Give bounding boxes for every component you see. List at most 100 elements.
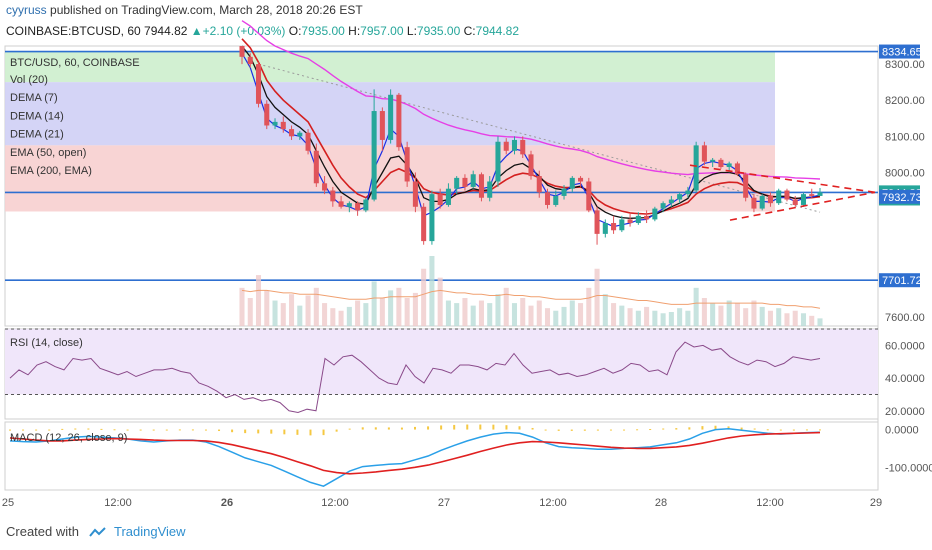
price-pane-title: BTC/USD, 60, COINBASE <box>10 57 140 69</box>
candle-body <box>734 163 740 175</box>
candle <box>355 201 361 216</box>
chart-area[interactable]: BTC/USD, 60, COINBASE Vol (20) DEMA (7) DEM… <box>0 0 932 520</box>
macd-histogram-bar <box>74 428 77 430</box>
macd-histogram-bar <box>152 429 155 431</box>
macd-histogram-bar <box>688 427 691 430</box>
indicator-label: EMA (50, open) <box>10 147 86 159</box>
candle-body <box>784 190 790 200</box>
macd-histogram-bar <box>87 428 90 430</box>
candle <box>784 188 790 202</box>
candle-body <box>536 176 542 193</box>
volume-bar <box>553 310 559 326</box>
volume-bar <box>412 292 418 326</box>
macd-histogram-bar <box>531 427 534 430</box>
candle-body <box>388 94 394 140</box>
candle <box>652 206 658 222</box>
volume-bar <box>594 268 600 326</box>
macd-histogram-bar <box>753 428 756 430</box>
volume-bar <box>421 268 427 326</box>
indicator-label: EMA (200, EMA) <box>10 165 92 177</box>
candle <box>578 176 584 187</box>
volume-bar <box>371 281 377 326</box>
time-tick-label: 27 <box>438 497 450 509</box>
macd-line <box>9 428 821 488</box>
macd-histogram-bar <box>348 428 351 430</box>
candle-body <box>487 181 493 198</box>
candle <box>644 210 650 224</box>
volume-bar <box>429 256 435 326</box>
published-text: published on TradingView.com, March 28, … <box>50 3 363 17</box>
volume-bar <box>388 290 394 326</box>
price-tag <box>879 44 920 59</box>
macd-histogram-bar <box>126 429 129 431</box>
candle <box>371 89 377 202</box>
candle <box>388 89 394 144</box>
volume-bar <box>305 295 311 326</box>
volume-bar <box>751 300 757 326</box>
volume-bar <box>726 300 732 326</box>
macd-histogram-bar <box>779 429 782 431</box>
volume-bar <box>544 308 551 326</box>
volume-bar <box>611 303 617 326</box>
candle <box>305 129 311 155</box>
candle-body <box>429 194 435 242</box>
time-tick-label: 12:00 <box>321 497 349 509</box>
candle-body <box>743 174 749 198</box>
macd-histogram-bar <box>191 429 194 431</box>
macd-histogram-bar <box>218 429 221 432</box>
volume-bar <box>734 303 740 326</box>
volume-bar <box>569 300 575 326</box>
price-zone <box>5 145 775 212</box>
candle-body <box>553 195 559 205</box>
candle-body <box>726 163 732 168</box>
volume-bar <box>776 308 782 326</box>
candle-body <box>330 190 336 202</box>
macd-histogram-bar <box>427 426 430 430</box>
candle-body <box>685 190 691 195</box>
macd-histogram-bar <box>400 427 403 430</box>
volume-bar <box>239 287 245 326</box>
volume-bar <box>445 300 451 326</box>
candle-body <box>421 206 427 242</box>
macd-histogram-bar <box>596 429 599 431</box>
candle <box>792 195 798 207</box>
candle-body <box>544 192 551 205</box>
candle-body <box>264 103 270 126</box>
candle <box>800 192 807 207</box>
macd-histogram-bar <box>727 426 730 430</box>
candle-body <box>239 46 245 57</box>
volume-bar <box>784 313 790 326</box>
candle-body <box>817 192 823 196</box>
volume-bar <box>346 306 352 326</box>
candle <box>322 176 328 195</box>
created-with: Created with <box>6 524 79 539</box>
tradingview-brand[interactable]: TradingView <box>114 524 186 539</box>
candle <box>685 186 691 198</box>
macd-histogram-bar <box>283 429 286 435</box>
candle-body <box>627 219 633 224</box>
macd-title: MACD (12, 26, close, 9) <box>10 432 127 444</box>
macd-histogram-bar <box>296 429 299 435</box>
macd-histogram-bar <box>244 429 247 434</box>
open-label: O: <box>288 24 302 38</box>
macd-histogram-bar <box>387 427 390 430</box>
high-label: H: <box>348 24 361 38</box>
macd-histogram-bar <box>270 429 273 434</box>
macd-tick-label: -100.0000 <box>885 462 932 474</box>
macd-histogram-bar <box>583 429 586 431</box>
price-tag-label: 7701.72 <box>882 275 922 287</box>
macd-histogram-bar <box>805 429 808 431</box>
volume-bar <box>767 310 773 326</box>
macd-histogram-bar <box>544 429 547 431</box>
volume-bar <box>454 303 460 326</box>
candle <box>297 130 303 140</box>
macd-histogram-bar <box>466 424 469 430</box>
candle-body <box>751 197 757 209</box>
high-value: 7957.00 <box>360 24 404 38</box>
last-price: 7944.82 <box>144 24 188 38</box>
price-tick-label: 8100.00 <box>885 131 925 143</box>
macd-histogram-bar <box>178 429 181 431</box>
username[interactable]: cyyruss <box>6 3 47 17</box>
macd-histogram-bar <box>766 429 769 431</box>
volume-bar <box>536 300 542 326</box>
